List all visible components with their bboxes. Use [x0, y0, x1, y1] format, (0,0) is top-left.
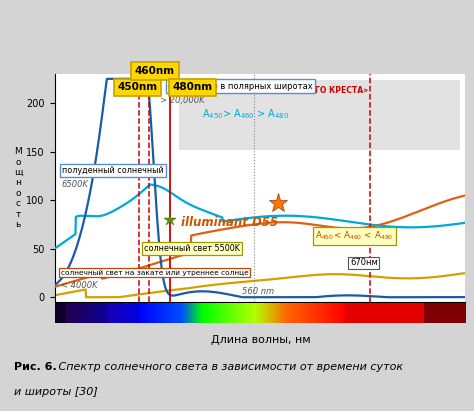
Y-axis label: М
о
щ
н
о
с
т
ь: М о щ н о с т ь: [14, 147, 22, 229]
Text: 460nm: 460nm: [135, 66, 175, 76]
Text: УСЛОВИЯ «МЕЛАНОПСИНОВОГО КРЕСТА»: УСЛОВИЯ «МЕЛАНОПСИНОВОГО КРЕСТА»: [183, 86, 368, 95]
Text: 560 nm: 560 nm: [242, 287, 274, 296]
Text: 450nm: 450nm: [117, 83, 157, 92]
Text: A$_{450}$> A$_{460}$ > A$_{480}$: A$_{450}$> A$_{460}$ > A$_{480}$: [202, 108, 289, 122]
Text: 480nm: 480nm: [173, 83, 213, 92]
Text: и широты [30]: и широты [30]: [14, 387, 98, 397]
Text: 670нм: 670нм: [350, 258, 378, 267]
Text: Спектр солнечного света в зависимости от времени суток: Спектр солнечного света в зависимости от…: [55, 362, 402, 372]
Text: синее небо в полярных широтах: синее небо в полярных широтах: [168, 81, 313, 90]
Text: солнечный свет на закате или утреннее солнце: солнечный свет на закате или утреннее со…: [61, 269, 248, 276]
Text: 6500K: 6500K: [62, 180, 89, 189]
Text: < 4000K: < 4000K: [61, 281, 98, 289]
Text: > 20,000K: > 20,000K: [160, 96, 204, 105]
FancyBboxPatch shape: [179, 80, 460, 150]
Text: illuminant D55: illuminant D55: [181, 216, 278, 229]
Text: A$_{450}$< A$_{460}$ < A$_{480}$: A$_{450}$< A$_{460}$ < A$_{480}$: [315, 230, 393, 242]
Text: Рис. 6.: Рис. 6.: [14, 362, 57, 372]
Text: Длина волны, нм: Длина волны, нм: [211, 335, 310, 345]
Text: солнечный свет 5500K: солнечный свет 5500K: [144, 244, 240, 253]
Text: полуденный солнечный: полуденный солнечный: [62, 166, 164, 175]
